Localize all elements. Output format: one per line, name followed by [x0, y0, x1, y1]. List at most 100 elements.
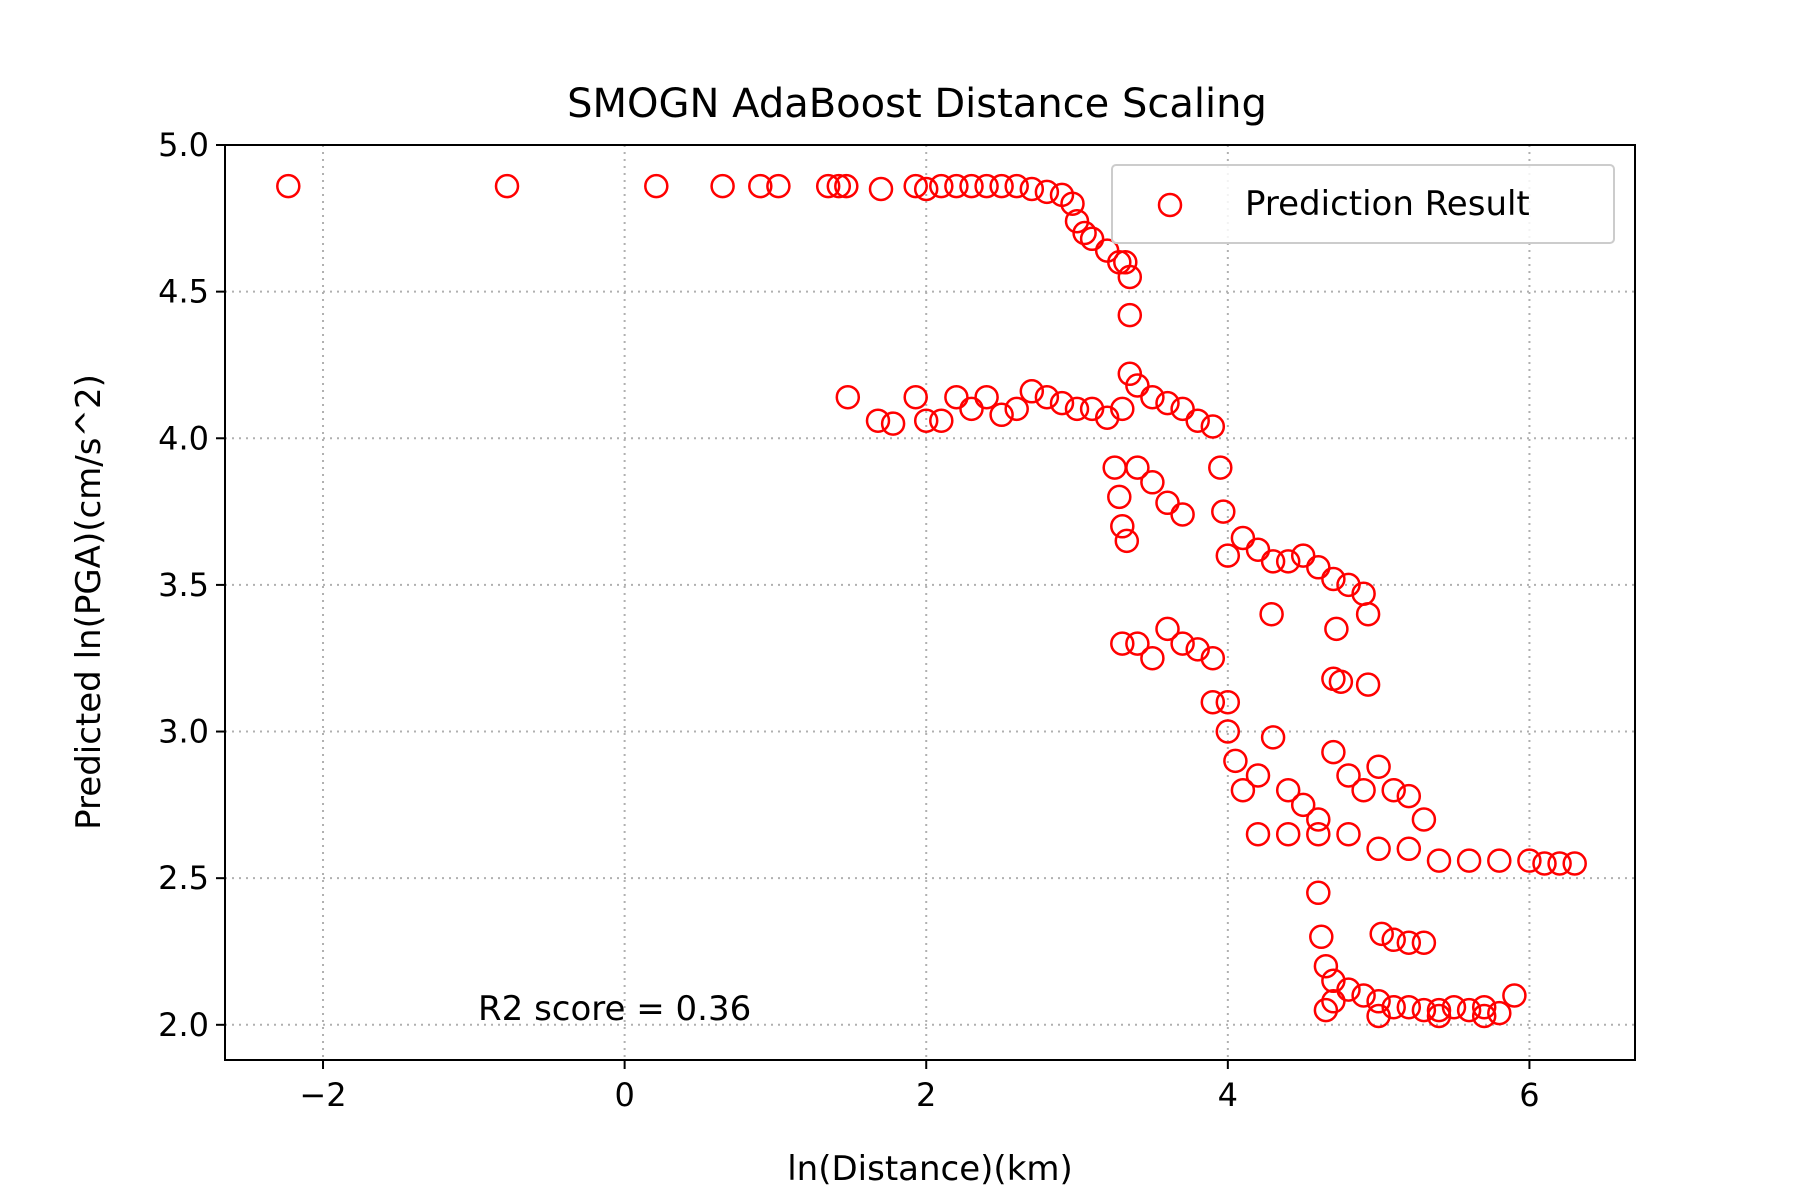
data-point — [494, 173, 520, 199]
data-point — [1502, 983, 1527, 1008]
data-point — [880, 411, 906, 436]
data-point — [834, 173, 859, 199]
data-point — [1125, 631, 1150, 656]
data-point — [1275, 549, 1301, 574]
data-point — [1113, 250, 1138, 275]
data-point — [1260, 725, 1286, 750]
data-point — [826, 173, 852, 199]
data-point — [710, 173, 735, 199]
x-tick-label: 6 — [1519, 1076, 1539, 1114]
x-axis-label: ln(Distance)(km) — [787, 1149, 1073, 1189]
data-point — [1366, 754, 1391, 779]
data-point — [1487, 848, 1512, 873]
data-point — [1125, 455, 1150, 480]
data-point — [1471, 1003, 1497, 1029]
data-point — [1336, 763, 1361, 788]
data-point — [1049, 390, 1075, 416]
data-point — [1306, 555, 1331, 580]
data-point — [1200, 414, 1226, 439]
data-point — [959, 396, 984, 422]
data-point — [1532, 851, 1557, 876]
data-point — [1381, 994, 1406, 1020]
data-point — [1517, 848, 1542, 873]
data-point — [1259, 601, 1284, 627]
data-point — [1004, 396, 1029, 422]
data-point — [1321, 968, 1346, 994]
data-point — [1321, 989, 1346, 1014]
data-point — [989, 402, 1014, 428]
x-tick-label: 4 — [1218, 1076, 1238, 1114]
y-axis-label: Predicted ln(PGA)(cm/s^2) — [69, 374, 109, 830]
data-point — [1060, 191, 1085, 216]
data-points — [276, 173, 1587, 1029]
data-point — [1110, 631, 1135, 656]
data-point — [1155, 490, 1180, 516]
data-point — [1200, 645, 1226, 671]
y-tick-label: 4.0 — [158, 419, 209, 457]
data-point — [1313, 953, 1339, 979]
data-point — [944, 173, 969, 199]
data-point — [1321, 566, 1346, 592]
data-point — [835, 384, 861, 410]
data-point — [1185, 408, 1210, 433]
data-point — [1110, 396, 1135, 422]
data-point — [1215, 689, 1241, 715]
data-point — [1396, 994, 1422, 1020]
data-point — [1200, 689, 1226, 715]
chart-title: SMOGN AdaBoost Distance Scaling — [567, 81, 1267, 127]
data-point — [1396, 783, 1422, 809]
data-point — [1336, 572, 1361, 598]
data-point — [1306, 880, 1331, 906]
legend-label: Prediction Result — [1245, 184, 1530, 224]
data-point — [1107, 484, 1132, 510]
data-point — [974, 384, 999, 410]
data-point — [1355, 672, 1381, 697]
data-point — [1019, 176, 1045, 202]
data-point — [1351, 777, 1376, 803]
data-point — [1140, 384, 1165, 410]
data-point — [748, 173, 773, 199]
x-tick-label: 0 — [614, 1076, 634, 1114]
data-point — [1471, 994, 1497, 1020]
data-point — [1185, 637, 1210, 662]
data-point — [1366, 836, 1391, 862]
data-point — [959, 173, 984, 199]
data-point — [1155, 616, 1180, 642]
data-point — [1324, 616, 1349, 642]
data-point — [1426, 1003, 1452, 1029]
data-point — [1230, 525, 1256, 551]
data-point — [1547, 851, 1572, 876]
data-point — [1290, 543, 1316, 568]
data-point — [1079, 396, 1105, 422]
y-tick-label: 2.5 — [158, 859, 209, 897]
data-point — [1140, 645, 1165, 671]
data-point — [868, 176, 894, 202]
data-point — [1355, 601, 1381, 627]
data-point — [944, 384, 969, 410]
data-point — [1381, 927, 1406, 953]
data-point — [1456, 997, 1482, 1023]
data-point — [1110, 514, 1135, 539]
y-tick-label: 4.5 — [158, 273, 209, 311]
y-tick-label: 2.0 — [158, 1006, 209, 1044]
data-point — [1313, 997, 1339, 1023]
data-point — [1064, 396, 1090, 422]
y-tick-label: 5.0 — [158, 126, 209, 164]
data-point — [1019, 379, 1045, 404]
data-point — [1245, 763, 1271, 788]
data-point — [1426, 997, 1452, 1023]
data-point — [1117, 302, 1143, 328]
legend: Prediction Result — [1111, 164, 1615, 244]
data-point — [1170, 631, 1195, 656]
data-point — [865, 408, 891, 433]
data-point — [1351, 983, 1376, 1008]
data-point — [1441, 994, 1467, 1020]
r2-score-annotation: R2 score = 0.36 — [478, 989, 751, 1029]
data-point — [644, 173, 669, 199]
data-point — [913, 408, 939, 433]
data-point — [1034, 384, 1060, 410]
data-point — [1336, 977, 1361, 1002]
data-point — [1328, 669, 1354, 694]
data-point — [1369, 921, 1394, 947]
